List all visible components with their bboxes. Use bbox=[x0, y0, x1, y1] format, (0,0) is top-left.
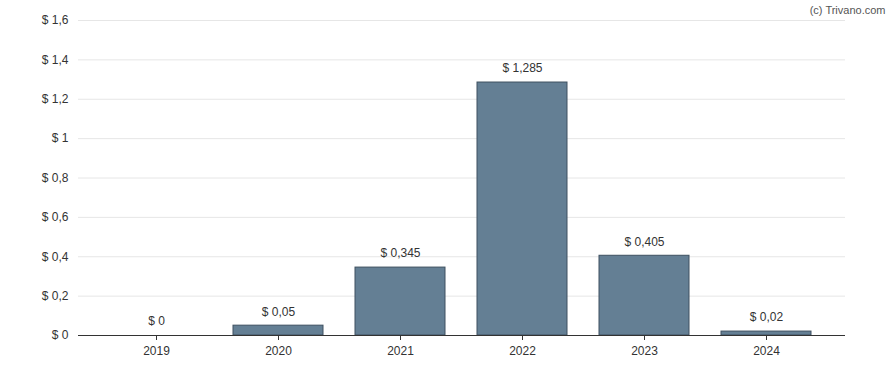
svg-text:$ 0,02: $ 0,02 bbox=[750, 310, 784, 324]
svg-text:$ 1,4: $ 1,4 bbox=[42, 53, 69, 67]
svg-text:2022: 2022 bbox=[509, 344, 536, 358]
svg-text:$ 0,345: $ 0,345 bbox=[380, 246, 420, 260]
svg-text:$ 0: $ 0 bbox=[52, 328, 69, 342]
svg-text:2020: 2020 bbox=[265, 344, 292, 358]
svg-text:$ 1,285: $ 1,285 bbox=[502, 61, 542, 75]
svg-text:$ 0,405: $ 0,405 bbox=[624, 235, 664, 249]
svg-text:$ 0: $ 0 bbox=[148, 314, 165, 328]
svg-text:2024: 2024 bbox=[753, 344, 780, 358]
svg-text:$ 1,2: $ 1,2 bbox=[42, 92, 69, 106]
svg-text:$ 1,6: $ 1,6 bbox=[42, 13, 69, 27]
svg-text:2021: 2021 bbox=[387, 344, 414, 358]
svg-text:$ 0,2: $ 0,2 bbox=[42, 289, 69, 303]
svg-text:$ 0,05: $ 0,05 bbox=[262, 304, 296, 318]
svg-text:$ 1: $ 1 bbox=[52, 131, 69, 145]
svg-text:$ 0,8: $ 0,8 bbox=[42, 171, 69, 185]
svg-text:2023: 2023 bbox=[631, 344, 658, 358]
svg-text:$ 0,6: $ 0,6 bbox=[42, 210, 69, 224]
svg-text:(c) Trivano.com: (c) Trivano.com bbox=[810, 4, 886, 16]
svg-text:$ 0,4: $ 0,4 bbox=[42, 250, 69, 264]
svg-text:2019: 2019 bbox=[143, 344, 170, 358]
